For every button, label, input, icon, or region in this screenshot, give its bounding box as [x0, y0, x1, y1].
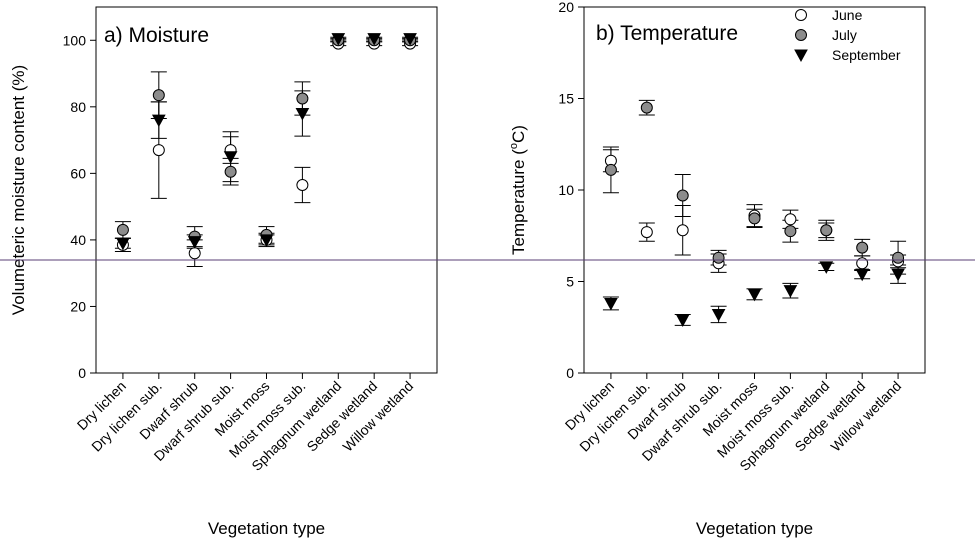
data-point — [187, 236, 202, 249]
data-point — [640, 226, 653, 239]
y-tick-label: 20 — [70, 298, 86, 314]
data-point — [151, 114, 166, 128]
x-axis-title: Vegetation type — [208, 519, 325, 538]
data-point — [223, 151, 238, 164]
data-point — [783, 285, 798, 298]
legend-marker — [795, 9, 807, 21]
legend-marker — [794, 49, 808, 63]
data-point — [747, 288, 762, 302]
y-tick-label: 100 — [63, 32, 87, 48]
legend-label: June — [832, 7, 863, 23]
y-tick-label: 10 — [558, 182, 574, 198]
data-point — [152, 89, 165, 102]
plot-frame — [95, 6, 438, 374]
y-tick-label: 0 — [566, 365, 574, 381]
data-point — [259, 234, 274, 247]
data-point — [604, 297, 618, 311]
panel-title: b) Temperature — [596, 22, 738, 45]
data-point — [856, 257, 869, 270]
data-point — [296, 179, 309, 192]
y-tick-label: 0 — [78, 365, 86, 381]
series-september-points — [116, 33, 417, 251]
data-point — [748, 212, 761, 225]
data-point — [819, 261, 834, 274]
data-point — [892, 251, 905, 264]
legend: June July September — [794, 7, 901, 63]
data-point — [856, 241, 869, 254]
data-point — [295, 107, 310, 121]
y-tick-label: 15 — [558, 91, 574, 107]
x-axis-title: Vegetation type — [696, 519, 813, 538]
y-tick-label: 60 — [70, 165, 86, 181]
data-point — [676, 189, 689, 202]
legend-marker — [795, 29, 807, 41]
y-tick-label: 20 — [558, 0, 574, 15]
data-point — [116, 237, 130, 251]
data-point — [675, 314, 690, 327]
y-axis-title: Volumeteric moisture content (%) — [9, 65, 28, 315]
data-point — [116, 223, 129, 236]
data-point — [331, 33, 346, 46]
legend-label: July — [832, 27, 857, 43]
data-point — [296, 92, 309, 105]
data-point — [604, 163, 617, 176]
series-september-points — [604, 261, 905, 327]
data-point — [891, 268, 905, 282]
y-tick-label: 80 — [70, 99, 86, 115]
data-point — [188, 247, 201, 260]
data-point — [820, 224, 833, 237]
data-point — [403, 33, 417, 46]
data-point — [711, 308, 726, 322]
data-point — [855, 268, 870, 282]
data-point — [224, 165, 237, 178]
panel-title: a) Moisture — [104, 24, 209, 47]
data-point — [640, 101, 653, 114]
legend-label: September — [832, 47, 901, 63]
data-point — [712, 251, 725, 264]
data-point — [784, 213, 797, 226]
series-september — [114, 36, 419, 249]
data-point — [152, 144, 165, 157]
y-tick-label: 5 — [566, 274, 574, 290]
data-point — [367, 33, 382, 46]
data-point — [784, 225, 797, 238]
y-axis-title: Temperature (oC) — [508, 125, 528, 255]
series-june-points — [116, 37, 417, 260]
series-july — [114, 38, 419, 248]
y-tick-label: 40 — [70, 232, 86, 248]
data-point — [676, 224, 689, 237]
